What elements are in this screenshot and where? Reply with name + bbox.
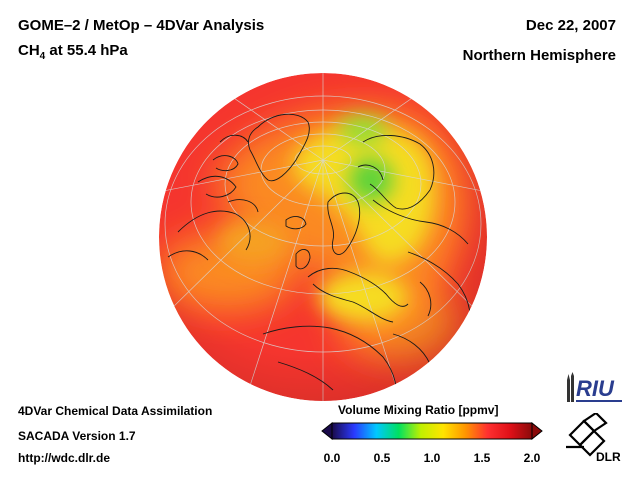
colorbar-tick-label: 2.0 [523, 451, 541, 465]
cathedral-icon [567, 372, 574, 402]
dlr-emblem-icon [566, 413, 608, 457]
colorbar-tick-label: 1.5 [473, 451, 491, 465]
hemisphere-globe-map [159, 73, 487, 401]
info-line-2: SACADA Version 1.7 [18, 429, 136, 443]
dlr-logo-text: DLR [596, 450, 621, 463]
info-line-3: http://wdc.dlr.de [18, 451, 110, 465]
colorbar-tick-label: 0.5 [373, 451, 391, 465]
colorbar-tick-label: 1.0 [423, 451, 441, 465]
colorbar-gradient [331, 422, 533, 440]
dlr-logo: DLR [566, 413, 621, 463]
colorbar-low-arrow [321, 421, 333, 441]
colorbar-tick-label: 0.0 [323, 451, 341, 465]
colorbar [321, 421, 543, 441]
info-line-1: 4DVar Chemical Data Assimilation [18, 404, 213, 418]
colorbar-high-arrow [531, 421, 543, 441]
pressure-level: at 55.4 hPa [45, 42, 128, 59]
species-formula: CH [18, 42, 40, 59]
analysis-date: Dec 22, 2007 [525, 17, 616, 34]
riu-logo: RIU [567, 372, 622, 402]
region-label: Northern Hemisphere [462, 47, 616, 64]
species-level-subtitle: CH4 at 55.4 hPa [18, 42, 128, 62]
species-subscript: 4 [39, 51, 46, 62]
colorbar-title: Volume Mixing Ratio [ppmv] [338, 403, 499, 417]
riu-logo-text: RIU [576, 376, 615, 401]
map-title: GOME–2 / MetOp – 4DVar Analysis [18, 17, 265, 34]
